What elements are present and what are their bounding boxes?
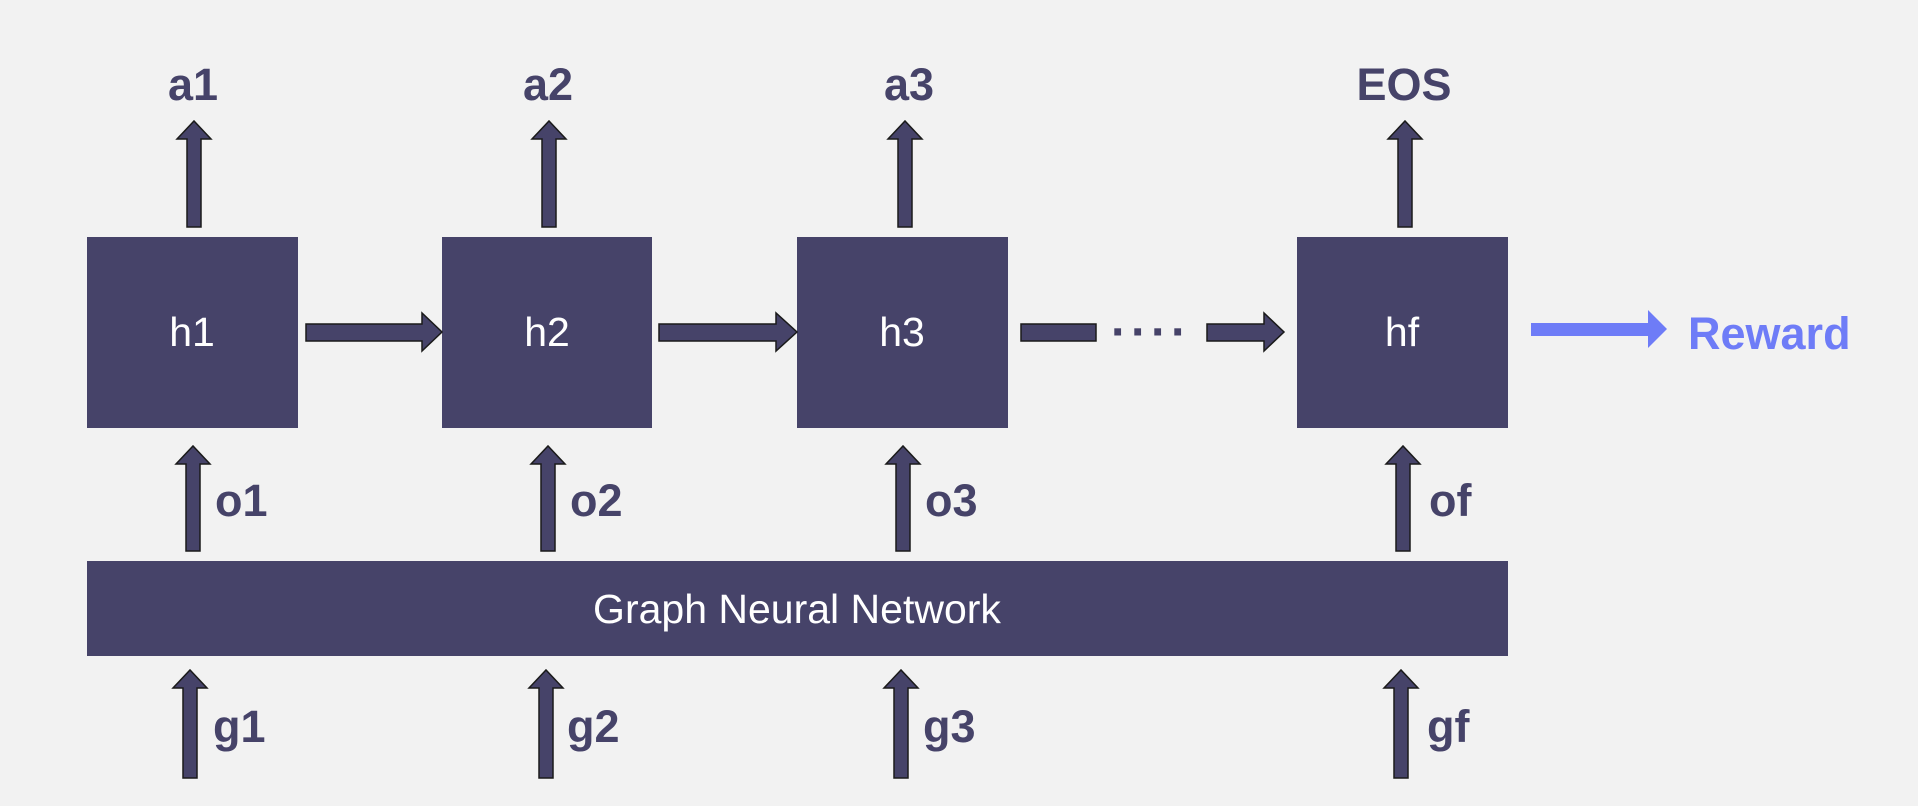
observation-label-o3: o3 bbox=[925, 475, 978, 526]
hidden-state-h2: h2 bbox=[442, 237, 652, 428]
reward-arrow bbox=[1531, 310, 1667, 348]
graph-arrow-f bbox=[1382, 668, 1420, 779]
action-label-eos: EOS bbox=[1356, 59, 1451, 110]
ellipsis-dots: ···· bbox=[1111, 306, 1191, 359]
recurrent-arrow-1 bbox=[305, 311, 444, 353]
hidden-state-label: h3 bbox=[879, 309, 925, 355]
action-arrow-eos bbox=[1386, 119, 1424, 228]
action-arrow-3 bbox=[886, 119, 924, 228]
recurrent-arrow-3-tail bbox=[1020, 323, 1097, 342]
recurrent-arrow-3-head bbox=[1206, 311, 1286, 353]
graph-label-g2: g2 bbox=[567, 701, 620, 752]
graph-arrow-1 bbox=[171, 668, 209, 779]
observation-arrow-2 bbox=[529, 444, 567, 552]
graph-label-gf: gf bbox=[1427, 701, 1470, 752]
hidden-state-hf: hf bbox=[1297, 237, 1508, 428]
graph-label-g3: g3 bbox=[923, 701, 976, 752]
action-label-a3: a3 bbox=[884, 59, 934, 110]
action-arrow-1 bbox=[175, 119, 213, 228]
observation-label-o2: o2 bbox=[570, 475, 623, 526]
hidden-state-h1: h1 bbox=[87, 237, 298, 428]
hidden-state-label: h2 bbox=[524, 309, 570, 355]
graph-arrow-2 bbox=[527, 668, 565, 779]
recurrent-arrow-2 bbox=[658, 311, 799, 353]
observation-label-of: of bbox=[1429, 475, 1472, 526]
hidden-state-h3: h3 bbox=[797, 237, 1008, 428]
observation-label-o1: o1 bbox=[215, 475, 268, 526]
action-arrow-2 bbox=[530, 119, 568, 228]
observation-arrow-1 bbox=[174, 444, 212, 552]
action-label-a1: a1 bbox=[168, 59, 218, 110]
reward-label: Reward bbox=[1688, 308, 1851, 359]
gnn-label: Graph Neural Network bbox=[593, 586, 1001, 632]
action-label-a2: a2 bbox=[523, 59, 573, 110]
observation-arrow-f bbox=[1384, 444, 1422, 552]
gnn-block: Graph Neural Network bbox=[87, 561, 1508, 656]
graph-label-g1: g1 bbox=[213, 701, 266, 752]
observation-arrow-3 bbox=[884, 444, 922, 552]
hidden-state-label: hf bbox=[1385, 309, 1420, 355]
hidden-state-label: h1 bbox=[169, 309, 215, 355]
graph-arrow-3 bbox=[882, 668, 920, 779]
